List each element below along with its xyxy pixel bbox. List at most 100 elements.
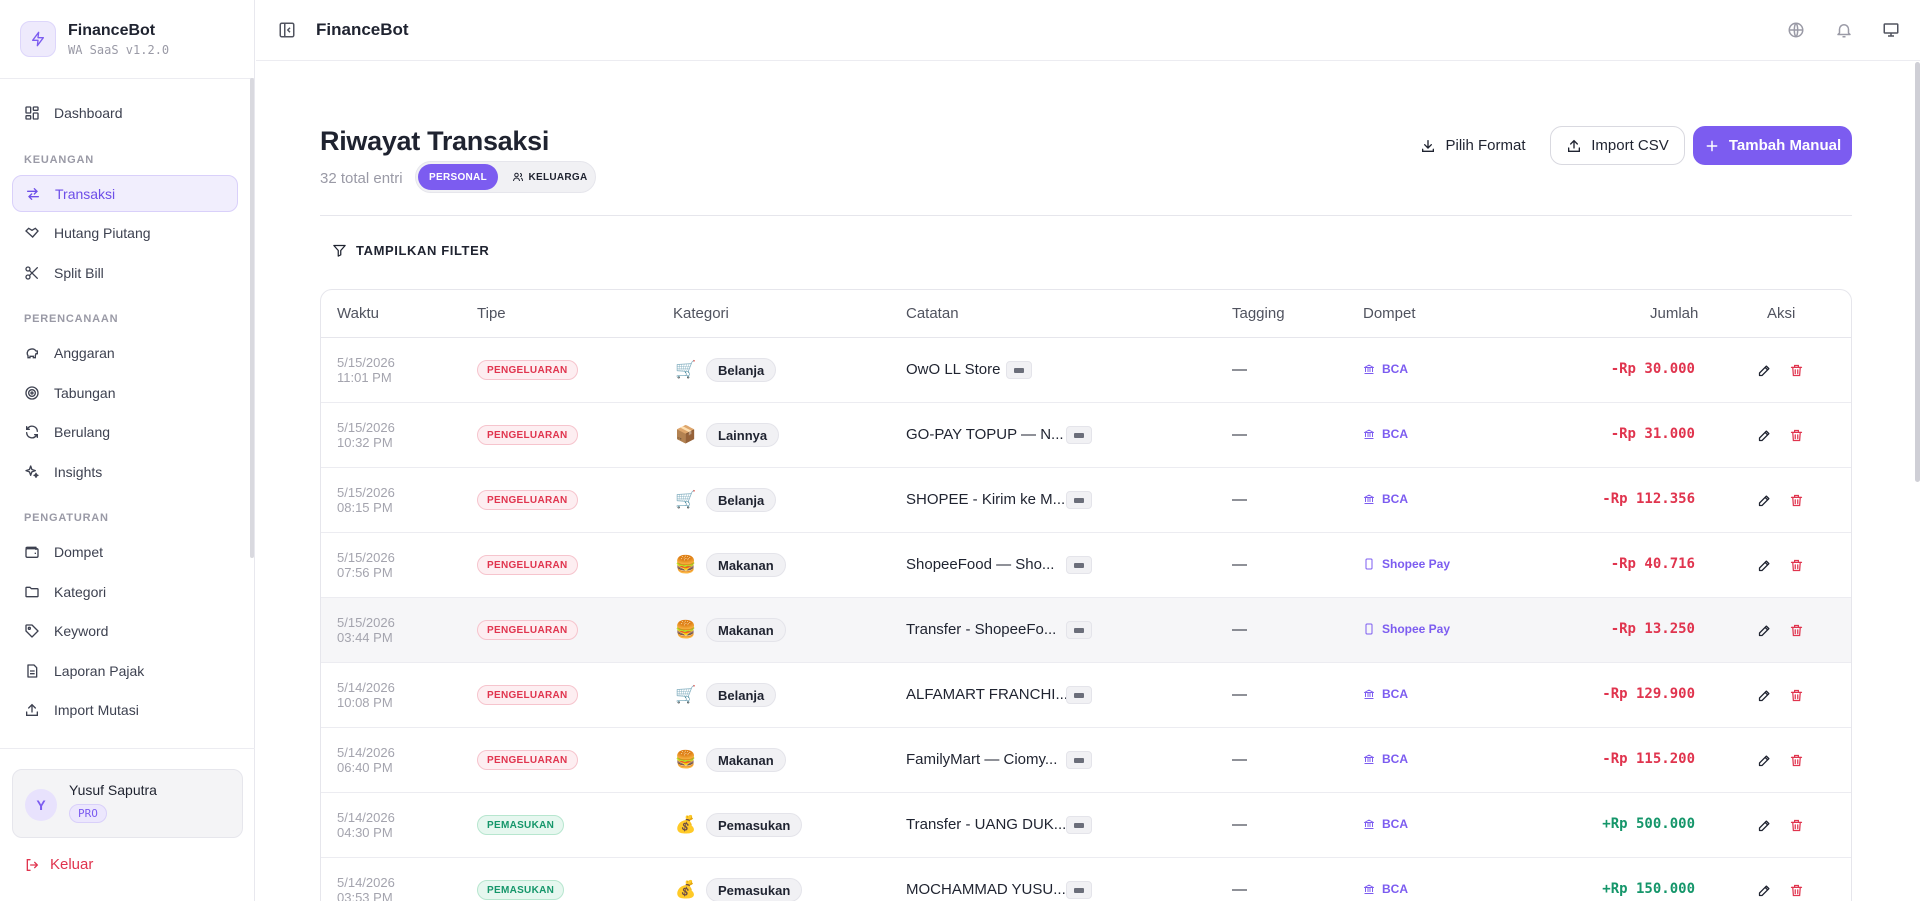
- entry-count: 32 total entri: [320, 170, 403, 187]
- note-attachment-icon[interactable]: [1066, 881, 1092, 899]
- row-date: 5/14/2026: [337, 810, 395, 825]
- wallet-name: BCA: [1382, 882, 1408, 896]
- sidebar-item-dashboard[interactable]: Dashboard: [12, 94, 238, 131]
- bank-icon: [1364, 689, 1374, 699]
- table-row[interactable]: 5/15/2026 07:56 PM PENGELUARAN 🍔 Makanan Shop…: [321, 533, 1851, 598]
- edit-icon[interactable]: [1757, 558, 1772, 573]
- edit-icon[interactable]: [1757, 623, 1772, 638]
- table-row[interactable]: 5/14/2026 04:30 PM PEMASUKAN 💰 Pemasukan Tran…: [321, 793, 1851, 858]
- add-manual-button[interactable]: Tambah Manual: [1693, 126, 1852, 165]
- sidebar-item-berulang[interactable]: Berulang: [12, 413, 238, 450]
- sidebar-item-kategori[interactable]: Kategori: [12, 573, 238, 610]
- note-text: OwO LL Store: [906, 361, 1001, 378]
- note-attachment-icon[interactable]: [1066, 816, 1092, 834]
- tab-personal[interactable]: PERSONAL: [418, 164, 498, 190]
- col-dompet[interactable]: Dompet: [1363, 305, 1416, 322]
- import-csv-button[interactable]: Import CSV: [1550, 126, 1685, 165]
- trash-icon[interactable]: [1789, 363, 1804, 378]
- sidebar-item-label: Dashboard: [54, 104, 123, 121]
- table-row[interactable]: 5/14/2026 10:08 PM PENGELUARAN 🛒 Belanja ALFA…: [321, 663, 1851, 728]
- sidebar-scrollbar[interactable]: [250, 78, 254, 558]
- wallet-name: Shopee Pay: [1382, 622, 1451, 636]
- note-attachment-icon[interactable]: [1006, 361, 1032, 379]
- trash-icon[interactable]: [1789, 493, 1804, 508]
- sidebar-item-label: Transaksi: [55, 185, 116, 202]
- sidebar-item-hutang-piutang[interactable]: Hutang Piutang: [12, 214, 238, 251]
- sidebar-item-keyword[interactable]: Keyword: [12, 612, 238, 649]
- edit-icon[interactable]: [1757, 428, 1772, 443]
- col-waktu[interactable]: Waktu: [337, 305, 379, 322]
- type-badge: PENGELUARAN: [477, 425, 578, 445]
- note-attachment-icon[interactable]: [1066, 556, 1092, 574]
- note-attachment-icon[interactable]: [1066, 686, 1092, 704]
- type-badge: PENGELUARAN: [477, 685, 578, 705]
- edit-icon[interactable]: [1757, 753, 1772, 768]
- show-filter-button[interactable]: TAMPILKAN FILTER: [332, 243, 489, 258]
- user-card[interactable]: Y Yusuf Saputra PRO: [12, 769, 243, 838]
- row-time: 04:30 PM: [337, 825, 393, 840]
- row-date: 5/15/2026: [337, 550, 395, 565]
- sidebar-item-insights[interactable]: Insights: [12, 453, 238, 490]
- table-row[interactable]: 5/15/2026 08:15 PM PENGELUARAN 🛒 Belanja SHOP…: [321, 468, 1851, 533]
- trash-icon[interactable]: [1789, 558, 1804, 573]
- sidebar-item-import-mutasi[interactable]: Import Mutasi: [12, 691, 238, 728]
- sidebar-item-label: Tabungan: [54, 384, 116, 401]
- sidebar-item-dompet[interactable]: Dompet: [12, 533, 238, 570]
- edit-icon[interactable]: [1757, 363, 1772, 378]
- wallet-label: Shopee Pay: [1363, 622, 1450, 636]
- sidebar-item-anggaran[interactable]: Anggaran: [12, 334, 238, 371]
- col-catatan[interactable]: Catatan: [906, 305, 959, 322]
- sidebar-item-tabungan[interactable]: Tabungan: [12, 374, 238, 411]
- choose-format-button[interactable]: Pilih Format: [1408, 126, 1538, 165]
- table-row[interactable]: 5/14/2026 03:53 PM PEMASUKAN 💰 Pemasukan MOCH…: [321, 858, 1851, 901]
- trash-icon[interactable]: [1789, 623, 1804, 638]
- trash-icon[interactable]: [1789, 818, 1804, 833]
- edit-icon[interactable]: [1757, 883, 1772, 898]
- tab-keluarga[interactable]: KELUARGA: [508, 164, 592, 190]
- col-tipe[interactable]: Tipe: [477, 305, 506, 322]
- wallet-icon: [25, 546, 39, 558]
- wallet-name: BCA: [1382, 427, 1408, 441]
- sidebar-item-transaksi[interactable]: Transaksi: [12, 175, 238, 212]
- sidebar-toggle-icon[interactable]: [278, 21, 296, 39]
- amount: -Rp 115.200: [1602, 751, 1695, 767]
- trash-icon[interactable]: [1789, 688, 1804, 703]
- row-time: 08:15 PM: [337, 500, 393, 515]
- logout-button[interactable]: Keluar: [24, 856, 93, 873]
- page-scrollbar[interactable]: [1915, 62, 1920, 482]
- refresh-icon: [26, 425, 38, 438]
- brand-version: WA SaaS v1.2.0: [68, 42, 170, 57]
- edit-icon[interactable]: [1757, 818, 1772, 833]
- phone-icon: [1365, 558, 1373, 570]
- category-emoji-icon: 🍔: [675, 620, 697, 639]
- trash-icon[interactable]: [1789, 428, 1804, 443]
- trash-icon[interactable]: [1789, 753, 1804, 768]
- row-date: 5/15/2026: [337, 420, 395, 435]
- trash-icon[interactable]: [1789, 883, 1804, 898]
- type-badge: PEMASUKAN: [477, 815, 565, 835]
- col-tagging[interactable]: Tagging: [1232, 305, 1285, 322]
- note-text: GO-PAY TOPUP — N...: [906, 426, 1064, 443]
- edit-icon[interactable]: [1757, 688, 1772, 703]
- col-jumlah[interactable]: Jumlah: [1650, 305, 1699, 322]
- table-row[interactable]: 5/15/2026 10:32 PM PENGELUARAN 📦 Lainnya GO-P…: [321, 403, 1851, 468]
- note-attachment-icon[interactable]: [1066, 621, 1092, 639]
- sidebar-item-label: Insights: [54, 463, 103, 480]
- col-kategori[interactable]: Kategori: [673, 305, 729, 322]
- bell-icon[interactable]: [1835, 21, 1853, 39]
- table-row[interactable]: 5/15/2026 11:01 PM PENGELUARAN 🛒 Belanja OwO …: [321, 338, 1851, 403]
- amount: -Rp 112.356: [1602, 491, 1695, 507]
- type-badge: PENGELUARAN: [477, 620, 578, 640]
- note-attachment-icon[interactable]: [1066, 491, 1092, 509]
- table-row[interactable]: 5/14/2026 06:40 PM PENGELUARAN 🍔 Makanan Fami…: [321, 728, 1851, 793]
- note-attachment-icon[interactable]: [1066, 751, 1092, 769]
- table-row[interactable]: 5/15/2026 03:44 PM PENGELUARAN 🍔 Makanan Tran…: [321, 598, 1851, 663]
- edit-icon[interactable]: [1757, 493, 1772, 508]
- monitor-icon[interactable]: [1882, 21, 1900, 39]
- sidebar-item-laporan-pajak[interactable]: Laporan Pajak: [12, 652, 238, 689]
- globe-icon[interactable]: [1787, 21, 1805, 39]
- tagging-value: —: [1232, 621, 1247, 638]
- sidebar-item-split-bill[interactable]: Split Bill: [12, 254, 238, 291]
- note-attachment-icon[interactable]: [1066, 426, 1092, 444]
- sidebar-item-label: Laporan Pajak: [54, 662, 145, 679]
